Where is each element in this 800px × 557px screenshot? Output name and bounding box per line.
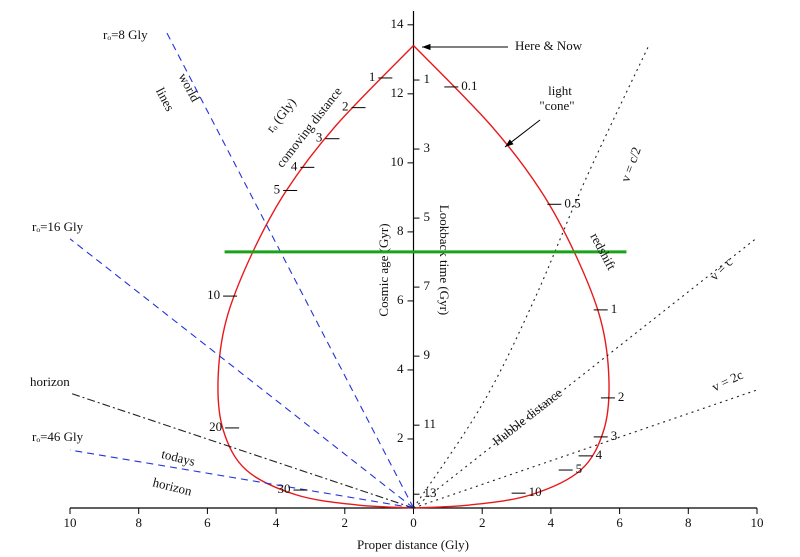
series-line [413, 45, 650, 509]
x-tick-label: 10 [751, 515, 764, 530]
annotation: lines [153, 85, 178, 114]
redshift-label: 2 [618, 389, 625, 404]
annotation: Here & Now [515, 38, 583, 53]
x-tick-label: 2 [479, 515, 486, 530]
y2-tick-label: 7 [424, 278, 431, 293]
y-tick-label: 14 [391, 16, 405, 31]
y2-tick-label: 13 [424, 485, 437, 500]
x-tick-label: 2 [342, 515, 349, 530]
series-line [412, 45, 610, 509]
comoving-label: 30 [277, 481, 290, 496]
x-tick-label: 8 [135, 515, 142, 530]
annotation: horizon [30, 374, 70, 389]
comoving-label: 2 [342, 99, 349, 114]
y2-tick-label: 9 [424, 347, 431, 362]
series-line [164, 29, 414, 509]
annotation: rₒ (Gly) [263, 95, 299, 135]
comoving-label: 10 [207, 287, 220, 302]
x-tick-label: 6 [204, 515, 211, 530]
comoving-label: 5 [274, 181, 281, 196]
x-axis-label: Proper distance (Gly) [357, 537, 469, 552]
annotation: v = c/2 [617, 145, 643, 184]
x-tick-label: 4 [548, 515, 555, 530]
series-line [413, 389, 758, 509]
y2-tick-label: 5 [424, 209, 431, 224]
arrow-head [422, 43, 431, 51]
y2-axis-label: Lookback time (Gyr) [437, 205, 452, 315]
series-line [413, 237, 758, 509]
annotation: rₒ=8 Gly [103, 27, 148, 42]
x-tick-label: 4 [273, 515, 280, 530]
y2-tick-label: 3 [424, 140, 431, 155]
x-tick-label: 6 [616, 515, 623, 530]
y-tick-label: 6 [397, 292, 404, 307]
annotation: horizon [151, 474, 194, 498]
arrow-head [505, 139, 514, 147]
annotation: Hubble distance [489, 385, 565, 449]
y-tick-label: 8 [397, 223, 404, 238]
comoving-label: 20 [209, 419, 222, 434]
redshift-label: 5 [576, 461, 583, 476]
x-tick-label: 0 [410, 515, 417, 530]
x-tick-label: 8 [685, 515, 692, 530]
y-tick-label: 10 [391, 154, 404, 169]
series-line [69, 449, 414, 509]
redshift-label: 10 [529, 484, 542, 499]
y-axis-label: Cosmic age (Gyr) [376, 223, 391, 316]
comoving-label: 4 [291, 158, 298, 173]
redshift-label: 0.5 [564, 195, 580, 210]
annotation: "cone" [539, 98, 574, 113]
annotation: rₒ=16 Gly [32, 219, 84, 234]
redshift-label: 3 [611, 428, 618, 443]
y-tick-label: 12 [391, 85, 404, 100]
annotation: todays [160, 446, 197, 469]
redshift-label: 1 [611, 301, 618, 316]
annotation: v = 2c [709, 367, 745, 394]
redshift-label: 4 [596, 447, 603, 462]
series-line [69, 392, 414, 509]
y2-tick-label: 1 [424, 71, 431, 86]
y-tick-label: 4 [397, 361, 404, 376]
series-line [69, 238, 414, 509]
x-tick-label: 10 [64, 515, 77, 530]
comoving-label: 3 [316, 130, 323, 145]
redshift-label: 0.1 [461, 78, 477, 93]
series-line [217, 45, 415, 509]
y-tick-label: 2 [397, 430, 404, 445]
annotation: light [548, 83, 572, 98]
comoving-label: 1 [369, 69, 376, 84]
y2-tick-label: 11 [424, 416, 437, 431]
annotation: world [176, 70, 204, 104]
annotation: rₒ=46 Gly [32, 429, 84, 444]
